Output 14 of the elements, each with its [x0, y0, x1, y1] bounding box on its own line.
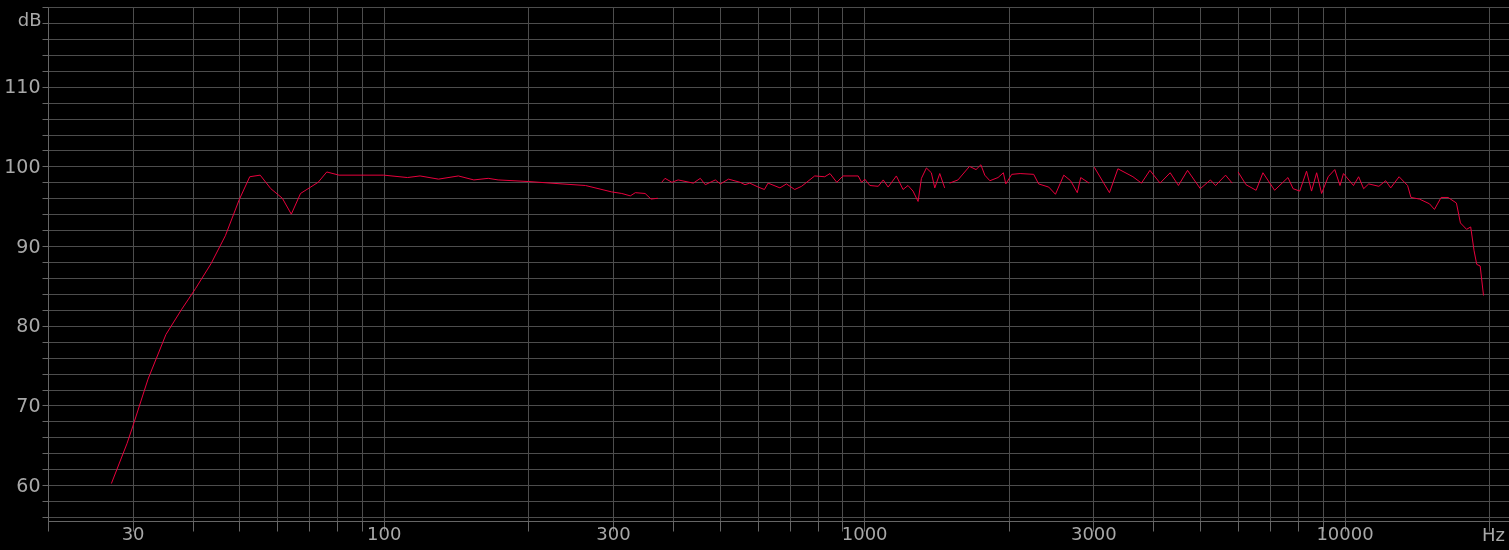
x-tick-label: 10000 [1316, 522, 1374, 544]
x-tick-label: 1000 [841, 522, 888, 544]
y-tick-label: 70 [16, 393, 41, 416]
y-tick-label: 100 [4, 154, 41, 177]
y-tick-label: 110 [4, 75, 41, 98]
y-tick-label: 60 [16, 473, 41, 496]
y-tick-label: 80 [16, 314, 41, 337]
x-tick-label: 100 [367, 522, 402, 544]
x-axis-title: Hz [1482, 523, 1505, 545]
x-tick-label: 300 [596, 522, 631, 544]
x-tick-label: 3000 [1070, 522, 1117, 544]
y-axis-title: dB [17, 8, 42, 30]
y-tick-label: 90 [16, 234, 41, 257]
x-tick-label: 30 [121, 522, 145, 544]
